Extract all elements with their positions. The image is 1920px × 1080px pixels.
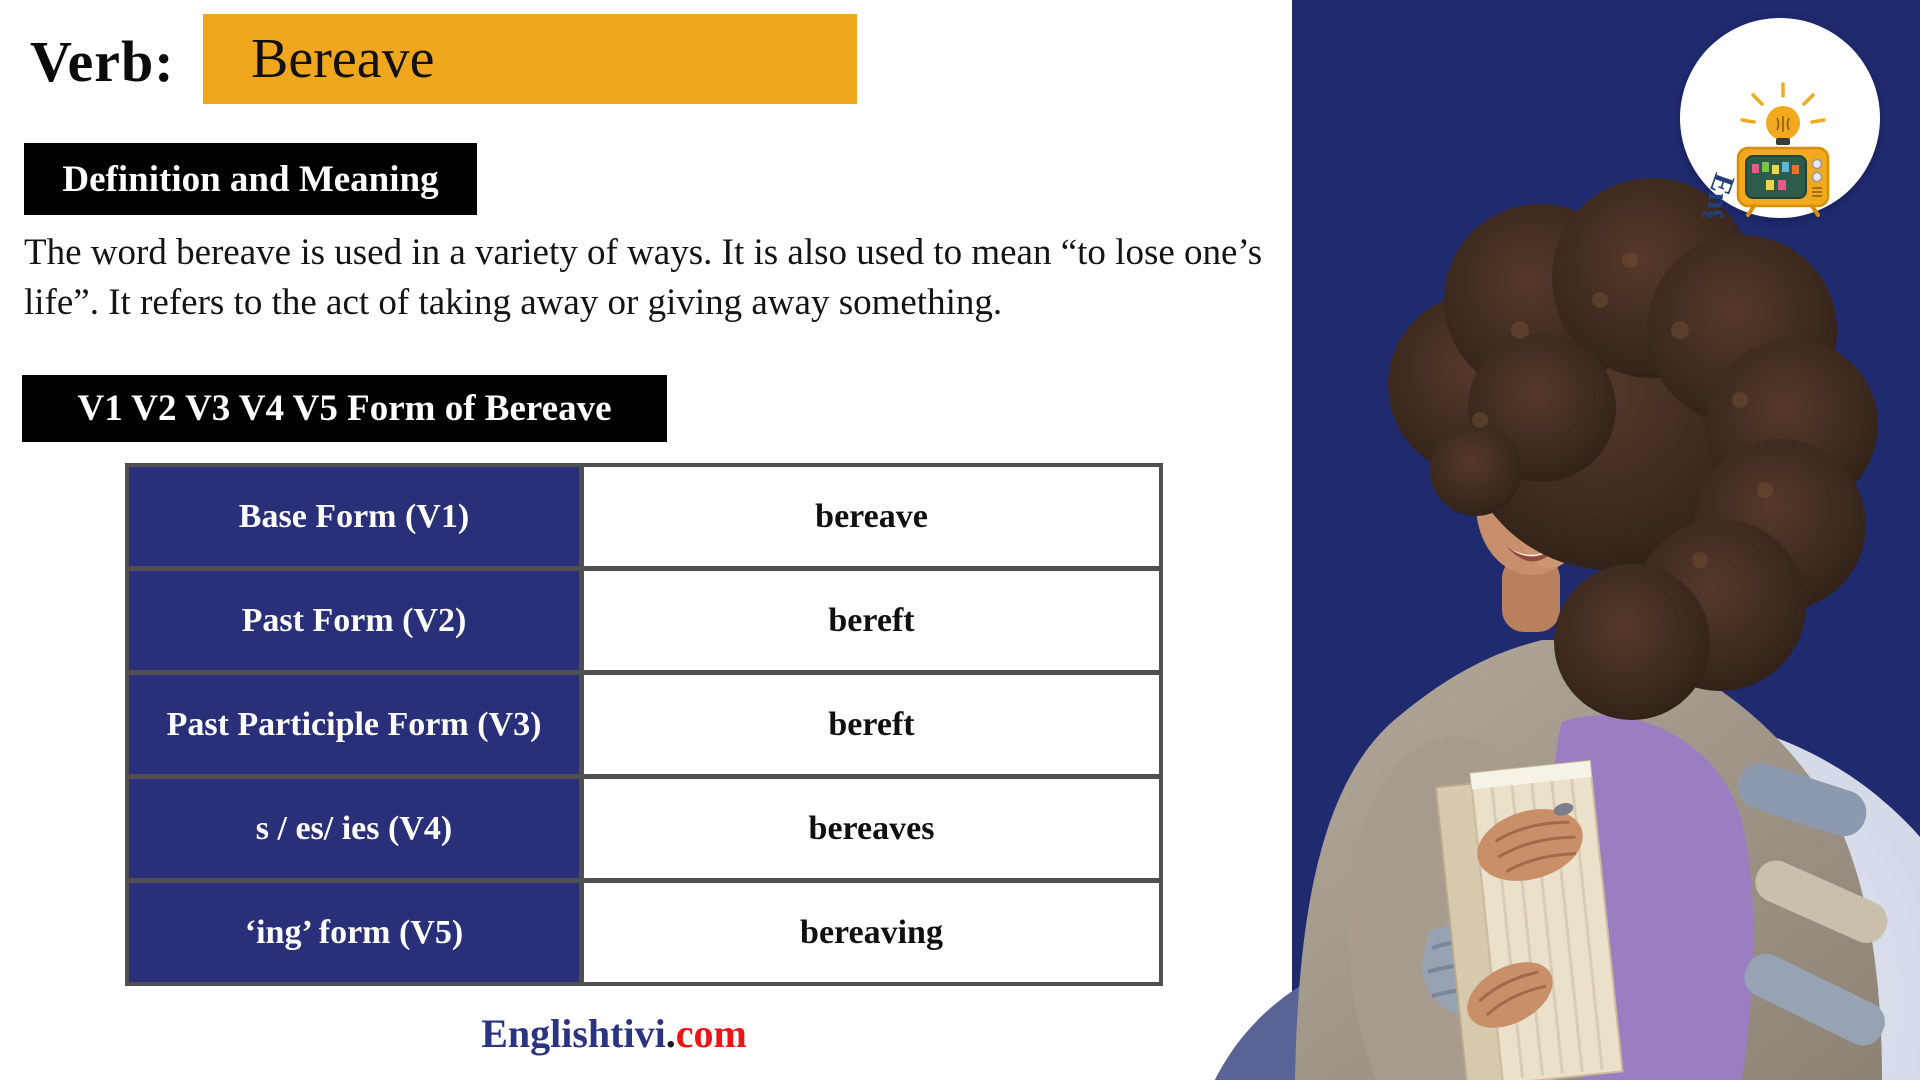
books [1434, 759, 1624, 1080]
englishtivi-logo: Englishtivi.Com [1680, 18, 1880, 293]
definition-heading: Definition and Meaning [24, 143, 477, 215]
tv-icon [1736, 146, 1830, 217]
definition-paragraph: The word bereave is used in a variety of… [24, 228, 1262, 328]
neck [1502, 556, 1560, 632]
hand-lower [1467, 962, 1553, 1028]
patch-stripe-1 [1738, 763, 1867, 837]
verb-forms-heading: V1 V2 V3 V4 V5 Form of Bereave [22, 375, 667, 442]
verb-label: Verb: [30, 29, 175, 94]
form-value-cell: bereaving [584, 883, 1159, 982]
teeth [1511, 549, 1550, 557]
form-label-cell: Past Form (V2) [129, 571, 579, 670]
tv-screen-letters [1752, 162, 1799, 190]
definition-line-2: life”. It refers to the act of taking aw… [24, 282, 1003, 323]
form-value-cell: bereaves [584, 779, 1159, 878]
hand-upper [1477, 802, 1583, 881]
form-value-cell: bereft [584, 675, 1159, 774]
verb-title-highlight: Bereave [203, 14, 857, 104]
form-value-cell: bereft [584, 571, 1159, 670]
hair-highlights [1472, 252, 1773, 568]
footer-site-dot: . [665, 1011, 676, 1056]
form-label-cell: ‘ing’ form (V5) [129, 883, 579, 982]
footer-site-name: Englishtivi [481, 1011, 666, 1056]
patch-stripe-2 [1755, 860, 1888, 943]
student-photo-illustration [1214, 178, 1920, 1080]
form-label-cell: Base Form (V1) [129, 467, 579, 566]
smile [1506, 546, 1556, 562]
footer-site-tld: com [675, 1011, 747, 1056]
definition-line-1: The word bereave is used in a variety of… [24, 232, 1263, 273]
verb-word: Bereave [251, 28, 435, 90]
footer-wordmark: Englishtivi.com [24, 1010, 1204, 1057]
form-label-cell: s / es/ ies (V4) [129, 779, 579, 878]
bulb-icon [1740, 82, 1826, 145]
verb-forms-table: Base Form (V1) bereave Past Form (V2) be… [125, 463, 1163, 986]
form-value-cell: bereave [584, 467, 1159, 566]
patch-stripe-3 [1744, 953, 1885, 1046]
form-label-cell: Past Participle Form (V3) [129, 675, 579, 774]
afro-hair [1388, 178, 1878, 720]
